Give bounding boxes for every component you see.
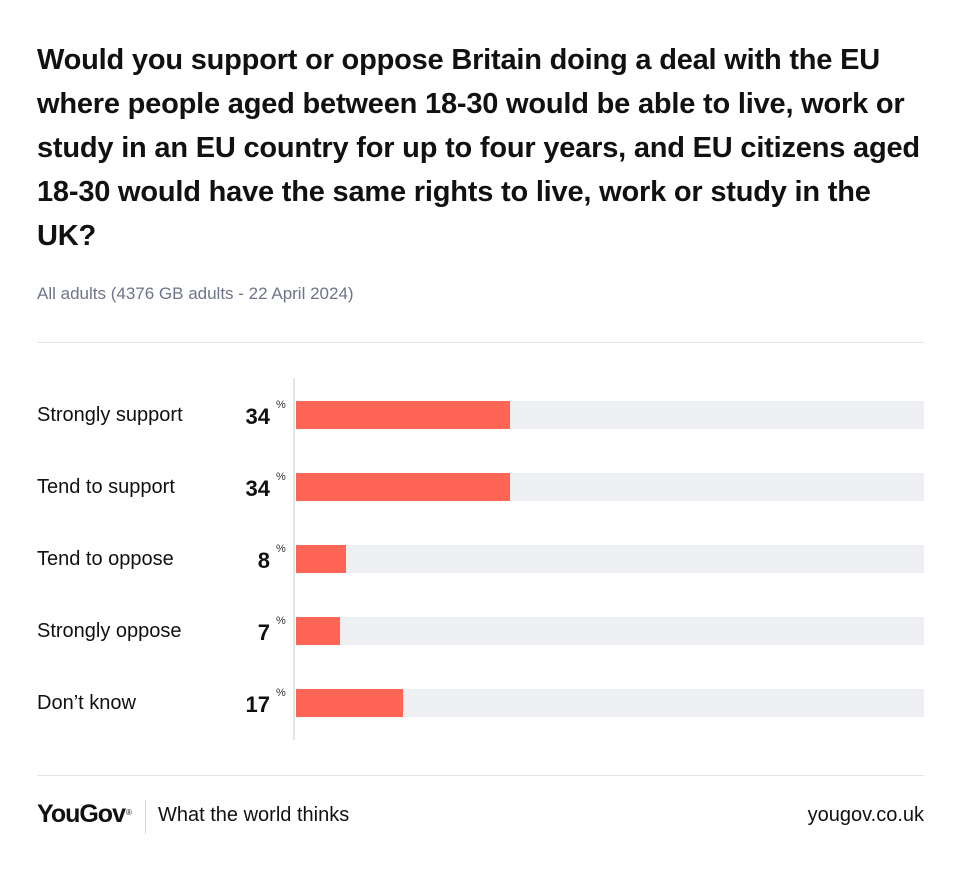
value-label: 17: [245, 692, 270, 717]
bar: [296, 401, 510, 429]
bar-row: Tend to oppose 8%: [0, 543, 960, 573]
bottom-divider: [37, 775, 924, 776]
logo-text: YouGov: [37, 800, 126, 828]
bar: [296, 545, 346, 573]
bar-row: Strongly oppose 7%: [0, 615, 960, 645]
bar-row: Tend to support 34%: [0, 471, 960, 501]
value-label: 34: [245, 476, 270, 501]
category-label: Tend to support: [37, 476, 175, 498]
category-label: Tend to oppose: [37, 548, 174, 570]
registered-mark: ®: [125, 808, 132, 817]
chart-title: Would you support or oppose Britain doin…: [37, 44, 920, 252]
value-label: 34: [245, 404, 270, 429]
category-label: Strongly oppose: [37, 620, 182, 642]
bar: [296, 689, 403, 717]
bar-row: Don’t know 17%: [0, 687, 960, 717]
bar-axis-line: [293, 378, 295, 740]
yougov-logo[interactable]: YouGov®: [37, 800, 132, 829]
bar-track: [296, 617, 924, 645]
bar-track: [296, 401, 924, 429]
bar: [296, 617, 340, 645]
value-label: 8: [257, 548, 270, 573]
percent-sign: %: [276, 543, 286, 555]
chart-subtitle: All adults (4376 GB adults - 22 April 20…: [37, 284, 354, 303]
bar-track: [296, 545, 924, 573]
percent-sign: %: [276, 687, 286, 699]
category-label: Don’t know: [37, 692, 136, 714]
top-divider: [37, 342, 924, 343]
bar-track: [296, 473, 924, 501]
footer-url-link[interactable]: yougov.co.uk: [807, 804, 924, 826]
bar: [296, 473, 510, 501]
bar-track: [296, 689, 924, 717]
percent-sign: %: [276, 399, 286, 411]
percent-sign: %: [276, 615, 286, 627]
bar-row: Strongly support 34%: [0, 399, 960, 429]
category-label: Strongly support: [37, 404, 183, 426]
value-label: 7: [257, 620, 270, 645]
footer-divider: [145, 800, 146, 834]
percent-sign: %: [276, 471, 286, 483]
footer-tagline: What the world thinks: [158, 804, 350, 826]
